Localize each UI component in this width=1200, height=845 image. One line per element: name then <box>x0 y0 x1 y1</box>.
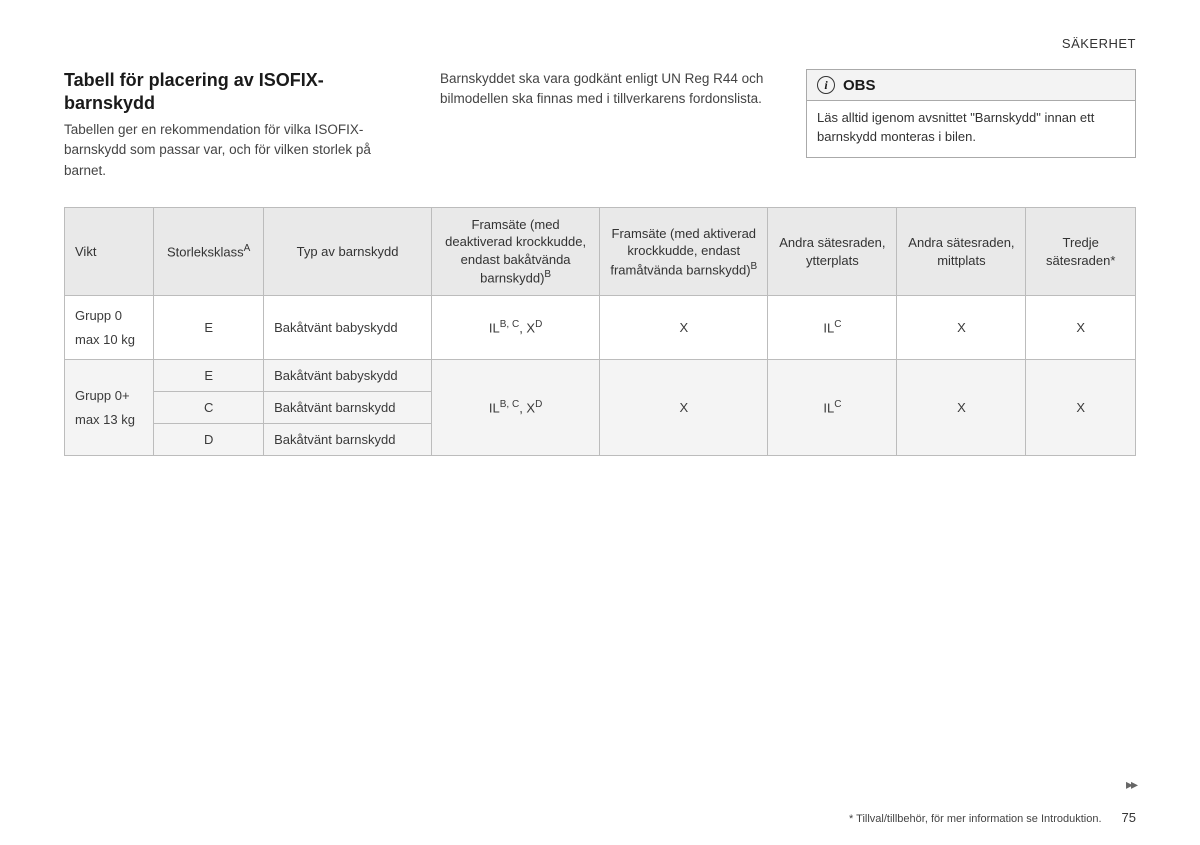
th-weight: Vikt <box>65 207 154 296</box>
cell-front-act-g0: X <box>600 296 768 360</box>
cell-weight-g0: Grupp 0 max 10 kg <box>65 296 154 360</box>
note-head: i OBS <box>807 70 1135 101</box>
table-row: Grupp 0 max 10 kg E Bakåtvänt babyskydd … <box>65 296 1136 360</box>
cell-type-g0p-c: Bakåtvänt barnskydd <box>264 392 432 424</box>
th-second-outer: Andra sätesraden, ytterplats <box>768 207 897 296</box>
note-body: Läs alltid igenom avsnittet "Barnskydd" … <box>807 101 1135 157</box>
table-row: Grupp 0+ max 13 kg E Bakåtvänt babyskydd… <box>65 360 1136 392</box>
th-sizeclass: StorleksklassA <box>154 207 264 296</box>
cell-second-outer-g0p: ILC <box>768 360 897 456</box>
footnote: * Tillval/tillbehör, för mer information… <box>849 813 1102 825</box>
col-right: i OBS Läs alltid igenom avsnittet "Barns… <box>806 69 1136 158</box>
col-left: Tabell för placering av ISOFIX-barnskydd… <box>64 69 404 181</box>
cell-size-g0p-d: D <box>154 424 264 456</box>
col-middle: Barnskyddet ska vara godkänt enligt UN R… <box>440 69 770 110</box>
middle-text: Barnskyddet ska vara godkänt enligt UN R… <box>440 69 770 110</box>
intro-text: Tabellen ger en rekommendation för vilka… <box>64 120 404 181</box>
cell-third-g0: X <box>1026 296 1136 360</box>
continue-icon: ▸▸ <box>1126 776 1136 793</box>
cell-size-g0p-c: C <box>154 392 264 424</box>
cell-front-deact-g0: ILB, C, XD <box>432 296 600 360</box>
th-type: Typ av barnskydd <box>264 207 432 296</box>
note-box: i OBS Läs alltid igenom avsnittet "Barns… <box>806 69 1136 158</box>
cell-second-mid-g0p: X <box>897 360 1026 456</box>
cell-second-outer-g0: ILC <box>768 296 897 360</box>
th-front-act: Framsäte (med aktiverad krockkudde, enda… <box>600 207 768 296</box>
cell-type-g0p-e: Bakåtvänt babyskydd <box>264 360 432 392</box>
page-title: Tabell för placering av ISOFIX-barnskydd <box>64 69 404 114</box>
info-icon: i <box>817 76 835 94</box>
th-second-mid: Andra sätesraden, mittplats <box>897 207 1026 296</box>
note-title: OBS <box>843 77 876 94</box>
table-header-row: Vikt StorleksklassA Typ av barnskydd Fra… <box>65 207 1136 296</box>
isofix-table: Vikt StorleksklassA Typ av barnskydd Fra… <box>64 207 1136 456</box>
cell-size-g0p-e: E <box>154 360 264 392</box>
page-footer: * Tillval/tillbehör, för mer information… <box>64 810 1136 825</box>
cell-size-g0: E <box>154 296 264 360</box>
cell-weight-g0p: Grupp 0+ max 13 kg <box>65 360 154 456</box>
cell-type-g0: Bakåtvänt babyskydd <box>264 296 432 360</box>
page-number: 75 <box>1122 810 1136 825</box>
cell-front-act-g0p: X <box>600 360 768 456</box>
page: SÄKERHET Tabell för placering av ISOFIX-… <box>0 0 1200 845</box>
cell-second-mid-g0: X <box>897 296 1026 360</box>
th-third-row: Tredje sätesraden* <box>1026 207 1136 296</box>
header-columns: Tabell för placering av ISOFIX-barnskydd… <box>64 69 1136 181</box>
cell-type-g0p-d: Bakåtvänt barnskydd <box>264 424 432 456</box>
cell-front-deact-g0p: ILB, C, XD <box>432 360 600 456</box>
th-front-deact: Framsäte (med deaktiverad krockkudde, en… <box>432 207 600 296</box>
cell-third-g0p: X <box>1026 360 1136 456</box>
section-header: SÄKERHET <box>64 36 1136 51</box>
